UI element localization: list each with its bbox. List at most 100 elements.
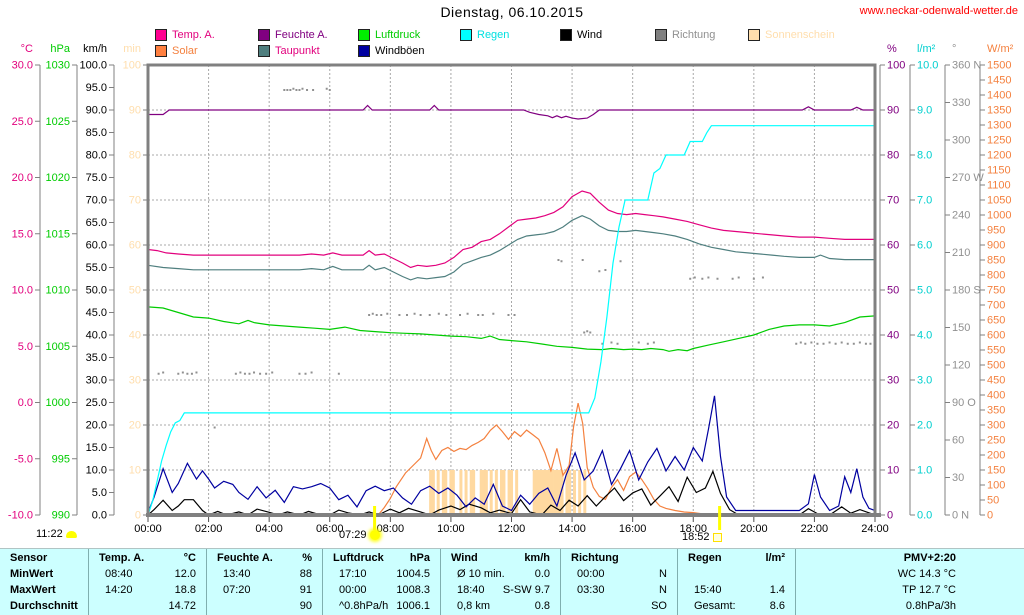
table-row: 03:30 N [571,582,667,598]
direction-dot [828,341,831,344]
y-tick-label: 1005 [46,341,70,353]
table-row: 0,8 km 0.8 [451,598,550,614]
table-col-temp: Temp. A. °C 08:40 12.0 14:20 18.8 14.72 [88,549,206,615]
x-tick-label: 02:00 [195,523,223,535]
avg-value: 8.6 [769,600,785,612]
y-tick-label: 50 [129,285,141,297]
y-tick-label: 90.0 [86,105,107,117]
y-tick-label: 0 [887,510,893,522]
y-tick-label: 50.0 [86,285,107,297]
y-tick-label: 4.0 [917,330,932,342]
y-tick-label: 1015 [46,228,70,240]
y-tick-label: 70.0 [86,195,107,207]
y-tick-label: 5.0 [18,341,33,353]
direction-dot [481,314,484,316]
direction-dot [598,270,601,273]
y-tick-label: 15.0 [12,228,33,240]
y-tick-label: 850 [987,255,1005,267]
series-windboeen [148,395,875,514]
direction-dot [852,342,855,345]
solar-swatch-icon [155,45,167,57]
x-tick-label: 14:00 [558,523,586,535]
table-row: 14:20 18.8 [99,582,196,598]
y-tick-label: 700 [987,300,1005,312]
direction-dot [846,342,849,345]
y-axis-unit-label: l/m² [917,43,936,55]
series-luftdruck [148,306,875,352]
y-tick-label: 330 [952,97,970,109]
sunrise-time-label: 07:29 [339,529,367,541]
y-tick-label: 90 [129,105,141,117]
y-axis-temp: -10.0 -5.0 0.0 5.0 10.0 15.0 20.0 25.0 30.0 °C [8,43,41,522]
y-tick-label: 20 [887,420,899,432]
y-tick-label: 30 [952,472,964,484]
direction-dot [312,89,315,91]
direction-dot [589,331,592,334]
x-tick-label: 20:00 [740,523,768,535]
min-value: N [659,568,667,580]
col-name: Feuchte A. [217,552,273,564]
avg-label: ^0.8hPa/h [339,600,389,612]
legend-item-richtung: Richtung [655,29,715,41]
y-tick-label: 900 [987,240,1005,252]
legend-item-sonnenschein: Sonnenschein [748,29,835,41]
y-tick-label: 10 [887,465,899,477]
direction-dot [646,342,649,345]
y-tick-label: 800 [987,270,1005,282]
y-tick-label: 10 [129,465,141,477]
direction-dot [652,341,655,344]
y-tick-label: 40.0 [86,330,107,342]
y-tick-label: 60 [952,435,964,447]
y-axis-solar: 0 50 100 150 200 250 300 350 400 450 500 550 600 650 7… [979,43,1014,522]
y-tick-label: 0 N [952,510,969,522]
min-time: 00:00 [577,568,605,580]
direction-dot [375,314,378,316]
direction-dot [186,372,189,375]
direction-dot [707,276,710,279]
y-tick-label: 100 [123,60,141,72]
x-tick-label: 12:00 [498,523,526,535]
moon-icon [65,530,77,538]
max-value: 91 [299,584,312,596]
col-name: Wind [451,552,478,564]
y-tick-label: 25.0 [12,116,33,128]
sunset-time-label: 18:52 [682,531,710,543]
y-tick-label: 1400 [987,90,1011,102]
min-value: 12.0 [174,568,196,580]
direction-dot [689,277,692,280]
legend-label: Regen [477,29,510,41]
direction-dot [337,372,340,375]
direction-dot [477,314,480,316]
y-axis-unit-label: min [123,43,141,55]
y-tick-label: 1050 [987,195,1011,207]
series-temp [148,190,875,269]
direction-dot [459,314,462,316]
y-axis-unit-label: % [887,43,897,55]
direction-dot [737,276,740,279]
y-tick-label: 450 [987,375,1005,387]
y-tick-label: -5.0 [14,453,33,465]
direction-dot [701,277,704,280]
legend-label: Luftdruck [375,29,421,41]
table-row: ^0.8hPa/h 1006.1 [333,598,430,614]
legend-label: Richtung [672,29,716,41]
y-axis-pressure: 990 995 1000 1005 1010 1015 1020 1025 1030 hPa [46,43,78,522]
regen-swatch-icon [460,29,472,41]
website-link[interactable]: www.neckar-odenwald-wetter.de [859,5,1018,17]
sunset-time: 18:52 [682,531,722,543]
y-axis-sunshine: 0 10 20 30 40 50 60 70 80 90 100 min [123,43,148,522]
direction-dot [858,341,861,344]
table-col-pressure: Luftdruck hPa 17:10 1004.5 00:00 1008.3 ^0.… [322,549,440,615]
y-tick-label: 60 [887,240,899,252]
avg-value: 90 [299,600,312,612]
direction-dot [253,371,256,374]
y-tick-label: 120 [952,360,970,372]
direction-dot [752,277,755,280]
y-tick-label: 180 S [952,285,981,297]
direction-dot [283,89,286,91]
y-tick-label: 1.0 [917,465,932,477]
pmv-header: PMV+2:20 [903,552,956,564]
y-tick-label: 80.0 [86,150,107,162]
table-col-sensor: Sensor MinWert MaxWert Durchschnitt [0,549,88,615]
